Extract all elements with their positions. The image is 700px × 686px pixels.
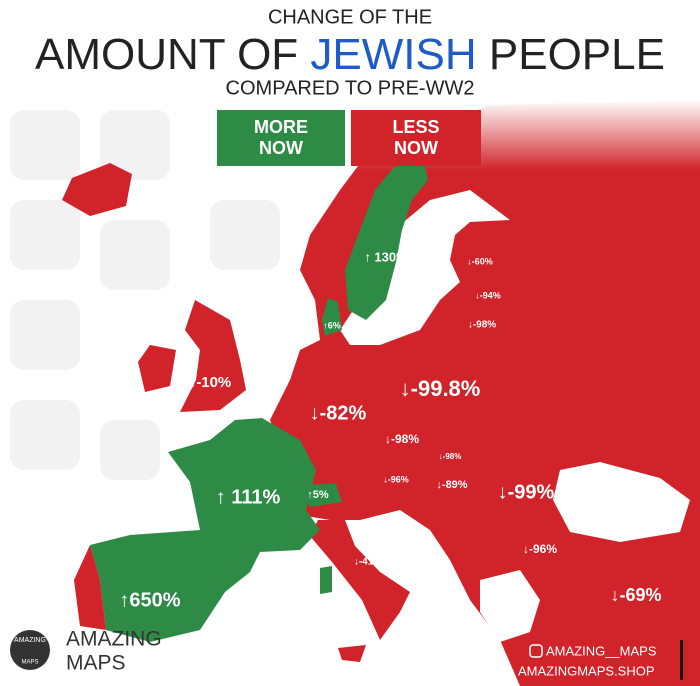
country-label: ↓-99% [498, 481, 555, 503]
legend-text: MORE [254, 117, 308, 137]
country-label: ↑ 130% [364, 249, 408, 264]
legend-text: NOW [259, 138, 303, 158]
sweden [345, 152, 428, 320]
sardinia [320, 566, 332, 594]
iceland [62, 163, 132, 216]
country-label: ↑5% [307, 489, 329, 501]
country-label: ↓-98% [439, 452, 462, 461]
title-line-3: COMPARED TO PRE-WW2 [226, 77, 475, 99]
logo-text: AMAZING [66, 628, 162, 651]
france [168, 418, 320, 552]
switzerland [300, 484, 342, 507]
title-part: AMOUNT OF [35, 30, 298, 79]
country-label: ↓-69% [610, 585, 661, 605]
country-label: ↓-41% [354, 557, 382, 568]
country-label: ↓-98% [468, 320, 496, 331]
denmark [322, 298, 342, 336]
legend-text: NOW [394, 138, 438, 158]
country-label: ↓-60% [467, 256, 493, 266]
instagram-handle: AMAZING__MAPS [546, 643, 657, 658]
country-label: ↓-99.8% [400, 376, 481, 401]
instagram-icon [529, 644, 543, 658]
country-label: ↓-98% [385, 432, 419, 446]
legend-text: LESS [392, 117, 439, 137]
country-label: ↓-89% [436, 479, 467, 491]
title-highlight: JEWISH [310, 30, 476, 79]
logo-circle [10, 630, 50, 670]
country-label: ↓-10% [189, 374, 232, 391]
legend-less [351, 110, 481, 166]
sicily [338, 645, 366, 662]
map [62, 100, 700, 686]
baltic-sea [340, 190, 510, 345]
adriatic-sea [345, 520, 422, 592]
title-line-2: AMOUNT OF JEWISH PEOPLE [35, 30, 665, 79]
spain [90, 530, 260, 642]
country-label: ↓-82% [310, 402, 367, 424]
aegean-sea [480, 570, 540, 642]
background-pattern [10, 110, 280, 480]
legend-more [217, 110, 345, 166]
logo-text: MAPS [66, 652, 126, 675]
portugal [74, 545, 106, 630]
country-label: ↓-96% [523, 542, 557, 556]
title-part: PEOPLE [489, 30, 665, 79]
logo-small-text: AMAZING [14, 637, 46, 644]
country-label: ↑650% [119, 589, 180, 611]
black-sea [553, 462, 690, 542]
ireland [138, 345, 176, 392]
country-label: ↑ 111% [216, 486, 281, 508]
country-labels: ↑ 130% ↓-60% ↓-94% ↓-98% ↑6% ↓-10% ↓-99.… [119, 249, 661, 611]
footer-bar [680, 640, 683, 680]
country-label: ↓-94% [475, 290, 501, 300]
great-britain [180, 300, 246, 412]
country-label: ↑6% [323, 320, 341, 330]
title-line-1: CHANGE OF THE [268, 6, 432, 28]
italy [310, 520, 410, 640]
shop-url: AMAZINGMAPS.SHOP [518, 663, 655, 678]
country-label: ↓-96% [383, 474, 409, 484]
logo-small-text: MAPS [21, 660, 38, 666]
